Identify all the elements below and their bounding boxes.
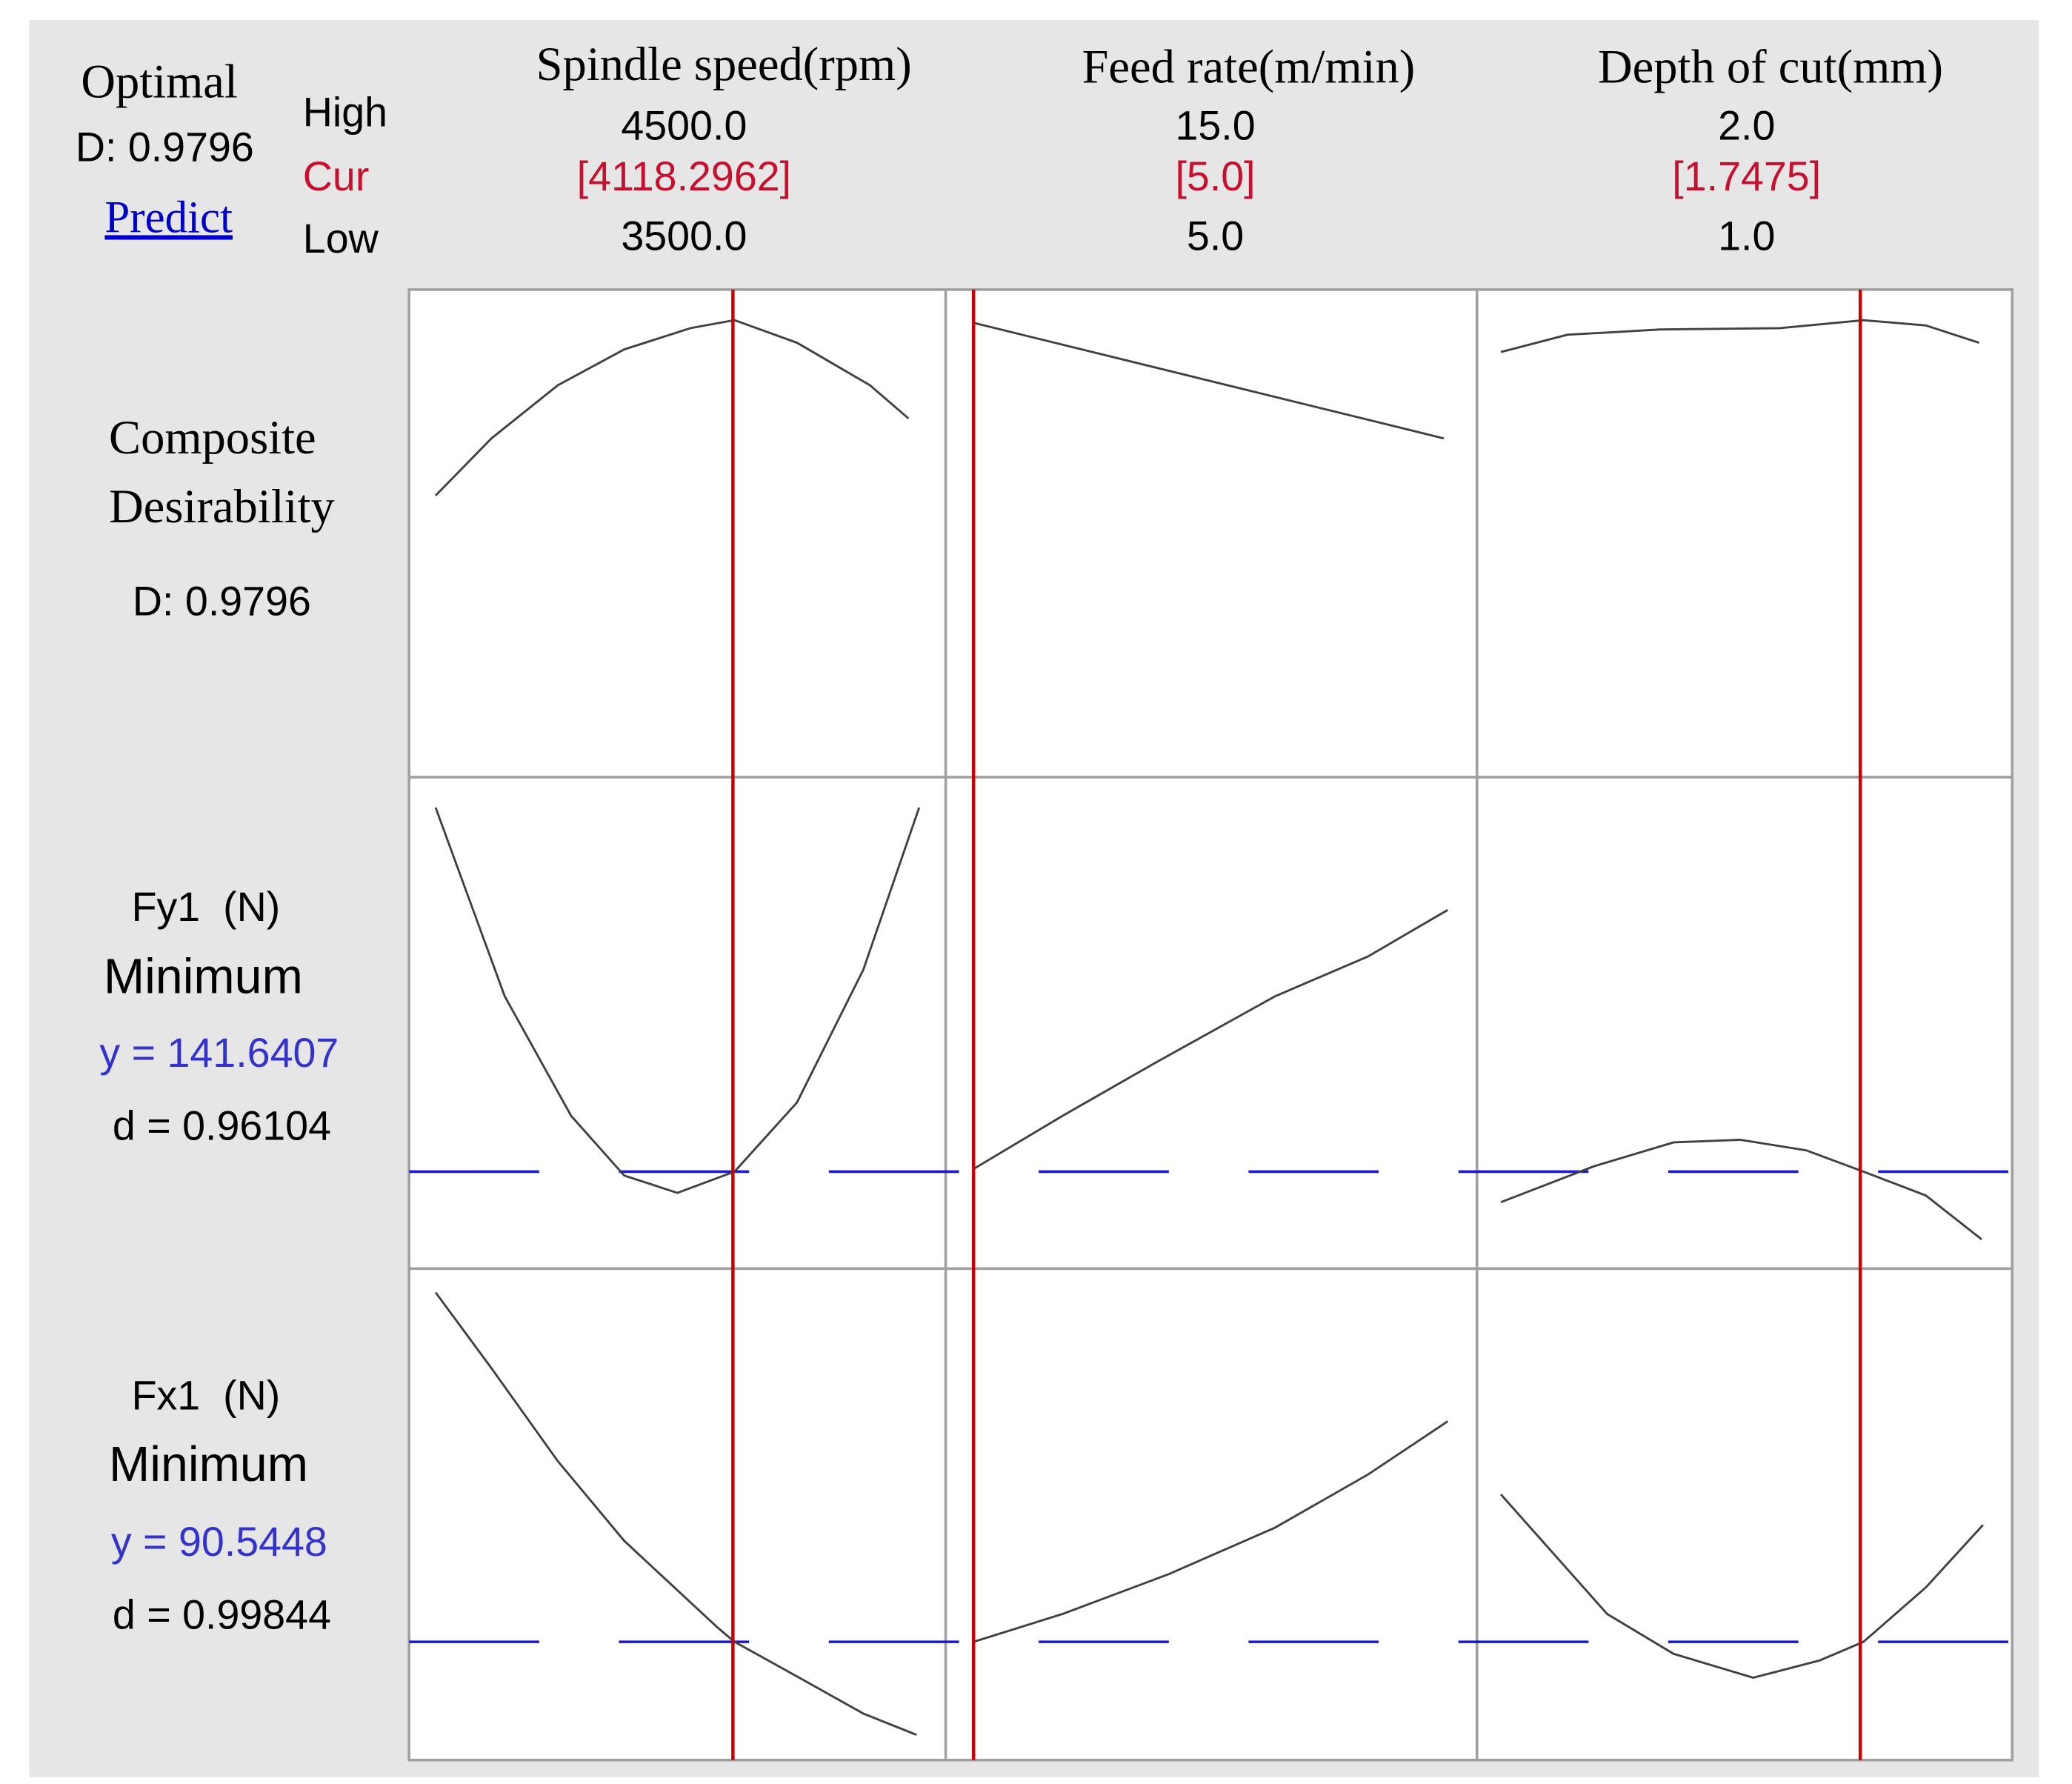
response-y: y = 141.6407 (99, 1030, 339, 1076)
factor-low: 1.0 (1718, 213, 1775, 259)
factor-name: Spindle speed(rpm) (536, 37, 912, 90)
factor-high: 4500.0 (621, 103, 747, 149)
curves (434, 319, 1984, 1736)
response-name: Desirability (109, 479, 335, 533)
low-label: Low (303, 216, 379, 262)
response-curve (1499, 1494, 1984, 1680)
factor-cur: [4118.2962] (577, 153, 791, 199)
factor-name: Depth of cut(mm) (1598, 40, 1943, 93)
cur-label: Cur (303, 153, 370, 199)
response-d: d = 0.99844 (113, 1592, 331, 1638)
composite-d: D: 0.9796 (133, 579, 311, 625)
plot-frame (407, 288, 2014, 1762)
response-curve (1500, 319, 1979, 353)
optimal-title: Optimal (81, 54, 238, 107)
predict-link[interactable]: Predict (104, 193, 233, 242)
response-curve (973, 908, 1449, 1171)
response-goal: Minimum (104, 950, 303, 1005)
factor-low: 5.0 (1187, 213, 1244, 259)
response-curve (435, 319, 910, 496)
response-y: y = 90.5448 (111, 1519, 327, 1565)
response-curve (434, 1291, 917, 1736)
response-goal: Minimum (109, 1437, 308, 1492)
response-d: d = 0.96104 (113, 1103, 331, 1149)
plot-grid (407, 288, 2014, 1762)
factor-name: Feed rate(m/min) (1082, 40, 1415, 93)
factor-high: 15.0 (1175, 103, 1255, 149)
response-name: Composite (109, 410, 316, 464)
factor-cur: [5.0] (1175, 153, 1255, 199)
optimal-d: D: 0.9796 (76, 124, 254, 170)
response-curve (434, 807, 921, 1194)
response-curve (973, 322, 1445, 440)
response-name: Fx1 (N) (132, 1373, 281, 1419)
response-curve (973, 1420, 1449, 1643)
factor-cur: [1.7475] (1672, 153, 1821, 199)
response-curve (1500, 1138, 1982, 1240)
response-name: Fy1 (N) (132, 884, 281, 930)
factor-high: 2.0 (1718, 103, 1775, 149)
factor-low: 3500.0 (621, 213, 747, 259)
high-label: High (303, 90, 387, 136)
